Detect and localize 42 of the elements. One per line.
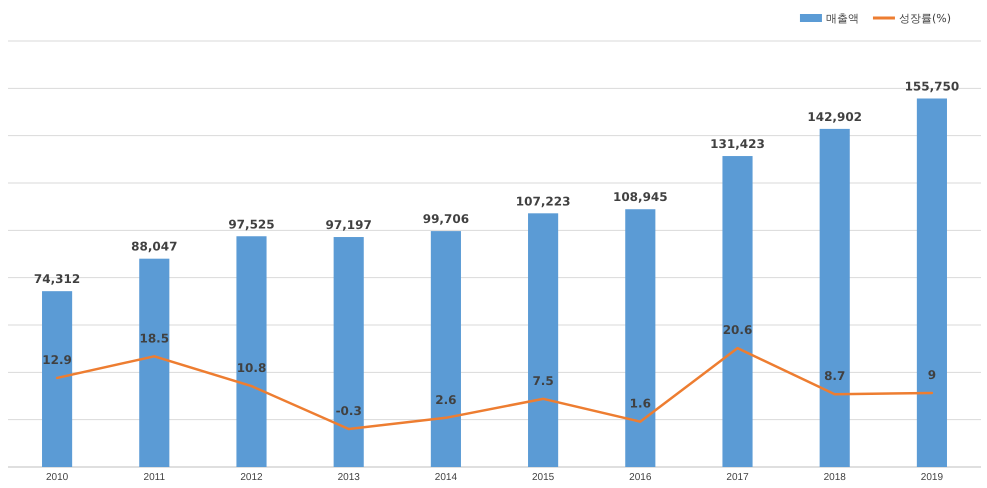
bar [334,237,364,467]
data-label: 97,197 [326,218,372,232]
data-label: 108,945 [612,190,668,204]
legend-label: 성장률(%) [898,12,951,25]
x-tick-label: 2013 [338,472,360,484]
x-tick-label: 2010 [46,472,69,484]
legend-label: 매출액 [826,12,859,25]
x-tick-label: 2016 [629,472,652,484]
x-tick-label: 2012 [240,472,264,484]
data-label: 20.6 [722,323,752,338]
x-tick-label: 2011 [144,472,166,484]
bar [42,291,72,467]
x-tick-label: 2015 [532,472,555,484]
data-label: 1.6 [630,396,651,411]
bar [139,258,170,467]
x-tick-label: 2017 [726,472,750,484]
data-label: 107,223 [516,194,570,208]
bar [820,128,850,467]
data-label: 142,902 [807,110,862,124]
data-label: 74,312 [34,272,80,286]
bar [916,98,947,467]
x-tick-label: 2014 [434,472,458,484]
data-label: 7.5 [532,374,554,388]
data-label: -0.3 [336,404,362,418]
data-label: 97,525 [228,217,275,232]
data-label: 2.6 [435,392,457,407]
bar [528,213,558,467]
data-label: 9 [928,368,936,382]
bar [625,209,656,467]
bar [722,156,753,467]
bar [236,236,267,467]
data-label: 155,750 [904,79,960,94]
x-tick-label: 2019 [920,472,944,484]
bar [430,231,461,467]
data-label: 99,706 [422,212,470,226]
data-label: 88,047 [131,240,178,254]
data-label: 131,423 [710,137,765,152]
data-label: 10.8 [236,361,266,376]
data-label: 8.7 [824,369,846,384]
x-tick-label: 2018 [824,472,846,484]
data-label: 12.9 [42,352,72,367]
data-label: 18.5 [139,331,170,346]
